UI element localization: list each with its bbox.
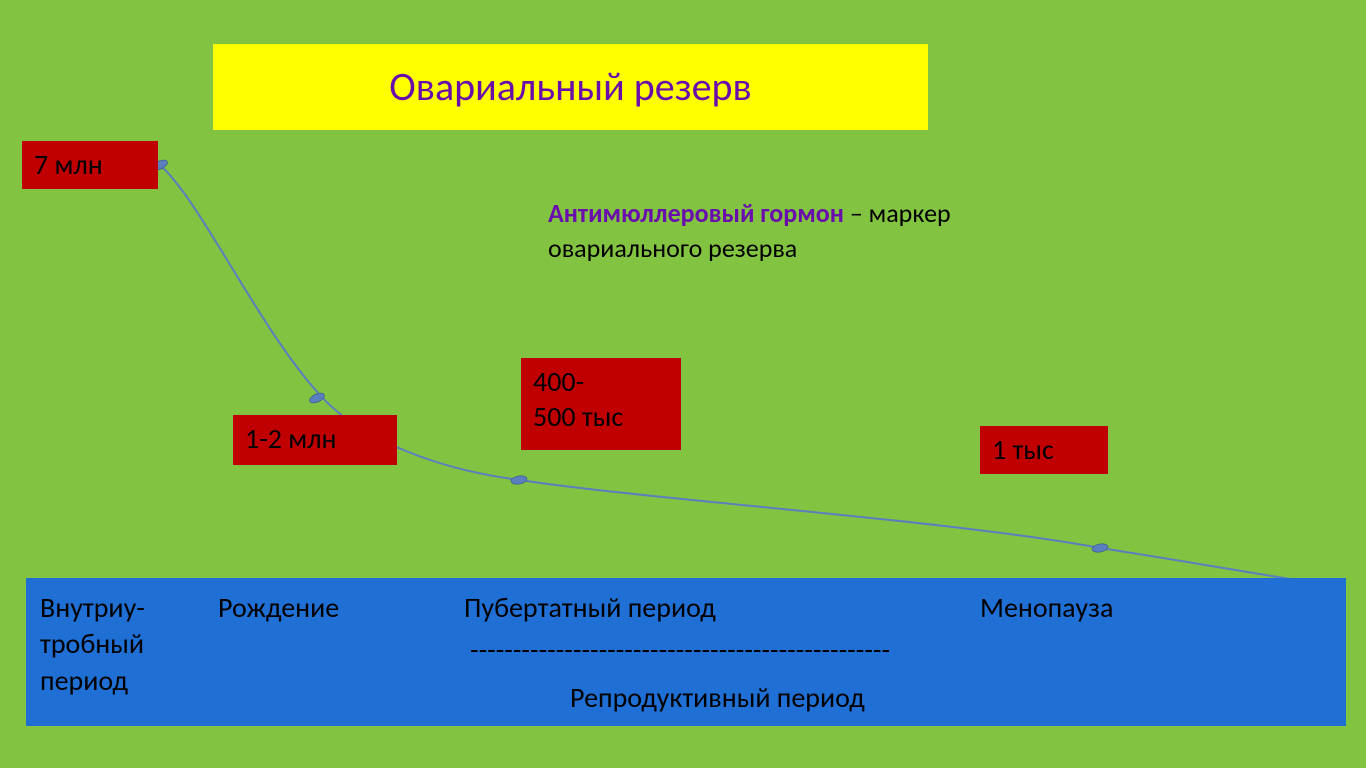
timeline-text-5: Репродуктивный период	[570, 680, 990, 716]
note-strong: Антимюллеровый гормон	[548, 197, 844, 229]
value-label-2: 400- 500 тыс	[521, 358, 681, 450]
curve-marker-2	[510, 475, 527, 486]
curve-marker-1	[308, 391, 326, 405]
value-label-3: 1 тыс	[980, 426, 1108, 474]
title-box: Овариальный резерв	[213, 44, 928, 130]
value-label-1: 1-2 млн	[233, 415, 397, 465]
timeline-text-2: Пубертатный период	[464, 590, 824, 626]
timeline-text-4: ----------------------------------------…	[470, 632, 1030, 668]
curve-marker-3	[1091, 543, 1108, 554]
timeline-text-1: Рождение	[218, 590, 418, 626]
timeline-text-0: Внутриу- тробный период	[40, 590, 210, 699]
value-label-0: 7 млн	[22, 141, 158, 189]
slide-canvas: Овариальный резерв Антимюллеровый гормон…	[0, 0, 1366, 768]
timeline-text-3: Менопауза	[980, 590, 1180, 626]
note: Антимюллеровый гормон – маркер овариальн…	[548, 196, 1048, 266]
title-text: Овариальный резерв	[389, 62, 751, 111]
